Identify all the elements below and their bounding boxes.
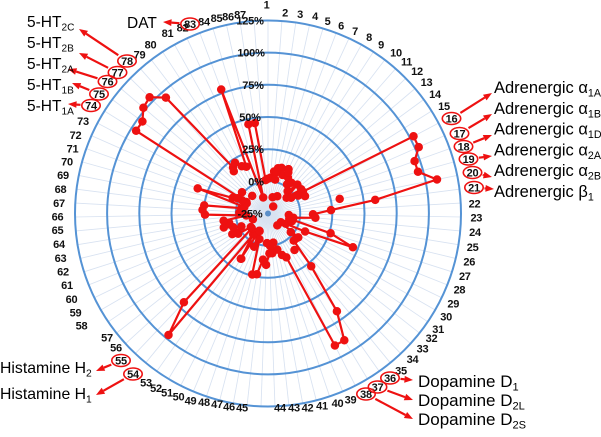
svg-text:51: 51: [161, 388, 173, 400]
svg-text:25: 25: [467, 242, 479, 254]
svg-text:81: 81: [162, 28, 174, 40]
svg-text:Adrenergic β1: Adrenergic β1: [494, 183, 594, 204]
svg-text:68: 68: [55, 184, 67, 196]
svg-text:29: 29: [447, 298, 459, 310]
svg-text:5: 5: [325, 16, 331, 28]
svg-text:50%: 50%: [239, 112, 261, 124]
svg-text:75%: 75%: [242, 80, 264, 92]
svg-text:DAT: DAT: [127, 15, 157, 32]
svg-text:70: 70: [61, 157, 73, 169]
svg-text:40: 40: [332, 398, 344, 410]
svg-text:53: 53: [140, 378, 152, 390]
svg-text:26: 26: [463, 257, 475, 269]
svg-text:41: 41: [316, 401, 328, 413]
svg-text:8: 8: [366, 32, 372, 44]
svg-text:6: 6: [338, 21, 344, 33]
svg-text:80: 80: [145, 40, 157, 52]
svg-text:39: 39: [345, 395, 357, 407]
svg-text:65: 65: [52, 225, 64, 237]
svg-text:64: 64: [53, 239, 66, 251]
svg-text:59: 59: [70, 308, 82, 320]
svg-text:0%: 0%: [248, 176, 264, 188]
svg-text:44: 44: [274, 403, 287, 415]
svg-text:87: 87: [234, 10, 246, 22]
svg-text:9: 9: [378, 40, 384, 52]
svg-text:72: 72: [70, 130, 82, 142]
svg-text:45: 45: [236, 403, 248, 415]
svg-text:35: 35: [395, 366, 407, 378]
svg-text:50: 50: [173, 392, 185, 404]
svg-text:58: 58: [76, 321, 88, 333]
svg-text:62: 62: [57, 267, 69, 279]
svg-text:43: 43: [288, 403, 300, 415]
svg-text:28: 28: [454, 285, 466, 297]
svg-text:Adrenergic α1D: Adrenergic α1D: [494, 121, 601, 142]
svg-text:42: 42: [302, 403, 314, 415]
svg-text:84: 84: [198, 17, 211, 29]
svg-text:60: 60: [66, 294, 78, 306]
svg-text:Adrenergic α1A: Adrenergic α1A: [494, 79, 601, 100]
svg-text:Adrenergic α2B: Adrenergic α2B: [494, 162, 601, 183]
svg-text:13: 13: [421, 77, 433, 89]
svg-text:Histamine H2: Histamine H2: [0, 360, 92, 380]
svg-text:67: 67: [53, 198, 65, 210]
svg-text:Dopamine D2S: Dopamine D2S: [418, 410, 526, 432]
svg-text:24: 24: [469, 227, 482, 239]
svg-text:48: 48: [198, 397, 210, 409]
svg-text:15: 15: [438, 101, 450, 113]
svg-text:71: 71: [67, 144, 79, 156]
svg-text:27: 27: [459, 271, 471, 283]
svg-text:23: 23: [470, 212, 482, 224]
svg-text:2: 2: [282, 8, 288, 20]
svg-text:66: 66: [52, 212, 64, 224]
svg-text:52: 52: [150, 383, 162, 395]
svg-text:86: 86: [222, 12, 234, 24]
svg-text:22: 22: [469, 199, 481, 211]
svg-text:Adrenergic α2A: Adrenergic α2A: [494, 141, 601, 162]
svg-text:85: 85: [211, 13, 223, 25]
svg-text:49: 49: [185, 396, 197, 408]
svg-text:1: 1: [264, 0, 270, 12]
svg-text:Adrenergic α1B: Adrenergic α1B: [494, 100, 601, 121]
svg-text:61: 61: [61, 280, 73, 292]
svg-text:14: 14: [429, 89, 442, 101]
svg-text:34: 34: [407, 354, 420, 366]
svg-text:Histamine H1: Histamine H1: [0, 386, 92, 406]
svg-text:46: 46: [223, 402, 235, 414]
svg-text:-25%: -25%: [238, 209, 263, 221]
svg-text:25%: 25%: [242, 144, 264, 156]
svg-text:47: 47: [211, 399, 223, 411]
svg-text:57: 57: [101, 333, 113, 345]
svg-text:73: 73: [77, 116, 89, 128]
svg-text:33: 33: [417, 344, 429, 356]
svg-text:7: 7: [352, 26, 358, 38]
svg-text:100%: 100%: [237, 48, 265, 60]
svg-text:3: 3: [297, 9, 303, 21]
svg-text:69: 69: [57, 170, 69, 182]
svg-text:63: 63: [55, 253, 67, 265]
svg-text:30: 30: [440, 311, 452, 323]
